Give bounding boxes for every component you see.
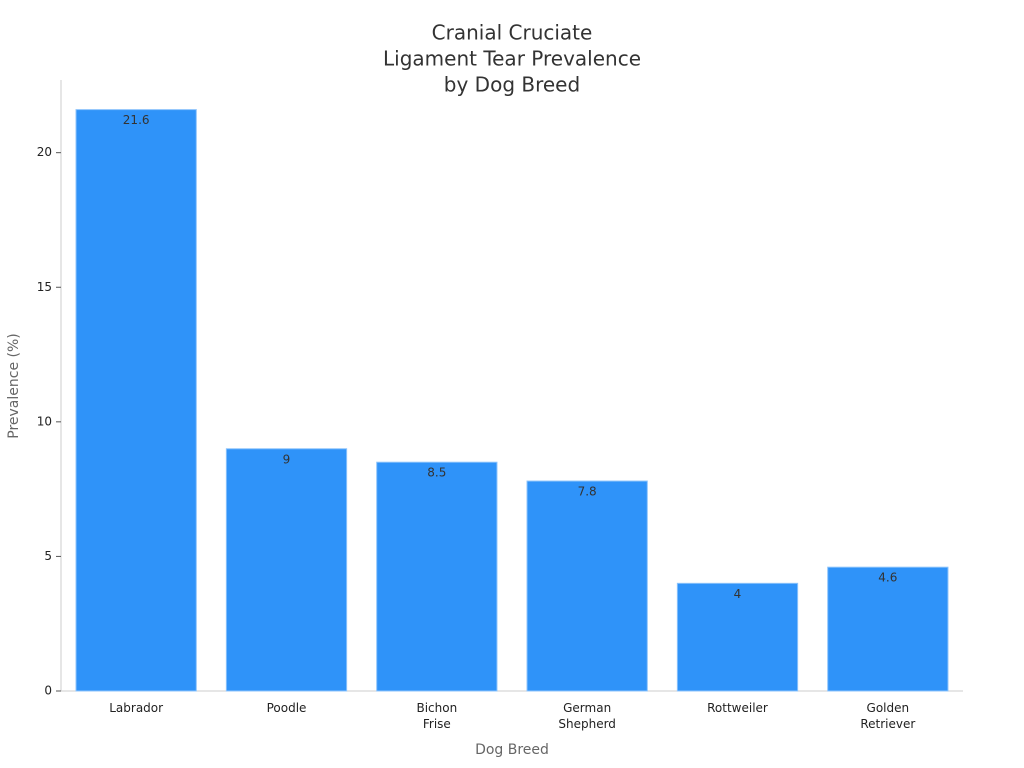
x-tick-label: Bichon Frise [416, 701, 457, 731]
bar [225, 448, 348, 692]
value-label: 7.8 [578, 485, 597, 499]
bar [376, 461, 498, 692]
bar [75, 109, 197, 692]
chart-title: Ligament Tear Prevalence [383, 47, 641, 71]
x-tick-label-line: Poodle [267, 701, 307, 715]
x-tick-label: Rottweiler [707, 701, 768, 715]
x-tick-label-line: Shepherd [558, 717, 616, 731]
x-tick-label: Poodle [267, 701, 307, 715]
value-label: 9 [283, 452, 291, 466]
x-tick-label-line: Bichon [416, 701, 457, 715]
x-axis-title: Dog Breed [475, 742, 549, 758]
y-tick-label: 15 [37, 280, 52, 294]
bar [827, 566, 949, 692]
x-tick-label-line: Rottweiler [707, 701, 768, 715]
y-axis-title: Prevalence (%) [6, 333, 22, 439]
value-label: 4 [734, 587, 742, 601]
x-tick-label: Golden Retriever [860, 701, 915, 731]
x-tick-label: German Shepherd [558, 701, 616, 731]
y-tick-label: 5 [44, 549, 52, 563]
bar [676, 582, 799, 692]
y-tick-label: 20 [37, 145, 52, 159]
chart-title: by Dog Breed [444, 73, 580, 97]
y-tick-label: 10 [37, 414, 52, 428]
x-tick-label-line: Golden [867, 701, 910, 715]
x-tick-label-line: Retriever [860, 717, 915, 731]
chart-title: Cranial Cruciate [432, 21, 593, 45]
value-label: 8.5 [427, 466, 446, 480]
y-tick-label: 0 [44, 684, 52, 698]
x-tick-label-line: Labrador [109, 701, 163, 715]
bar [526, 480, 648, 692]
x-tick-label: Labrador [109, 701, 163, 715]
value-label: 4.6 [878, 571, 897, 585]
x-tick-label-line: German [563, 701, 611, 715]
value-label: 21.6 [123, 113, 150, 127]
x-tick-label-line: Frise [423, 717, 451, 731]
